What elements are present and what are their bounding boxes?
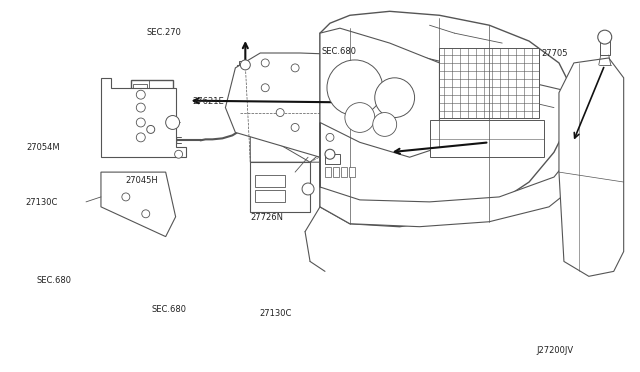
Bar [341, 167, 347, 177]
Text: SEC.680: SEC.680 [322, 47, 357, 56]
Polygon shape [250, 103, 380, 162]
Polygon shape [320, 122, 574, 227]
Circle shape [147, 125, 155, 134]
Bar [237, 65, 253, 93]
Circle shape [136, 90, 145, 99]
Text: 27045H: 27045H [125, 176, 158, 185]
Circle shape [276, 109, 284, 116]
Circle shape [142, 210, 150, 218]
Circle shape [136, 118, 145, 127]
Polygon shape [559, 58, 623, 276]
Text: SEC.680: SEC.680 [151, 305, 186, 314]
Bar [133, 84, 147, 94]
Bar [325, 154, 340, 164]
Circle shape [175, 150, 182, 158]
Text: 27705: 27705 [541, 49, 568, 58]
Circle shape [122, 193, 130, 201]
Circle shape [241, 60, 250, 70]
Circle shape [366, 99, 374, 107]
Circle shape [166, 116, 180, 129]
Circle shape [345, 103, 375, 132]
Text: 27726N: 27726N [250, 213, 283, 222]
Circle shape [302, 183, 314, 195]
Bar [255, 190, 285, 202]
Circle shape [356, 121, 364, 128]
Circle shape [326, 134, 334, 141]
Bar [325, 167, 331, 177]
Circle shape [136, 103, 145, 112]
Polygon shape [250, 162, 310, 212]
Bar [131, 80, 173, 118]
Circle shape [261, 59, 269, 67]
Polygon shape [320, 11, 574, 227]
Text: SEC.270: SEC.270 [147, 28, 182, 37]
Bar [255, 175, 285, 187]
Circle shape [291, 124, 299, 131]
Text: 27054M: 27054M [27, 143, 61, 152]
Text: SEC.680: SEC.680 [36, 276, 72, 285]
Bar [429, 119, 544, 157]
Circle shape [261, 84, 269, 92]
Bar [440, 48, 539, 118]
Bar [239, 61, 252, 67]
Circle shape [375, 119, 385, 129]
Circle shape [375, 78, 415, 118]
Text: 27130C: 27130C [26, 198, 58, 207]
Text: J27200JV: J27200JV [537, 346, 574, 355]
Polygon shape [320, 28, 440, 157]
Text: 27130C: 27130C [259, 309, 292, 318]
Polygon shape [101, 172, 175, 237]
Circle shape [291, 64, 299, 72]
Bar [333, 167, 339, 177]
Text: 27621E: 27621E [193, 97, 224, 106]
Circle shape [598, 30, 612, 44]
Bar [600, 37, 610, 55]
Bar [378, 131, 386, 144]
Circle shape [327, 60, 383, 116]
Bar [133, 97, 147, 107]
Circle shape [325, 149, 335, 159]
Bar [349, 167, 355, 177]
Polygon shape [101, 78, 186, 157]
Polygon shape [250, 103, 380, 162]
Circle shape [372, 113, 397, 137]
Polygon shape [225, 53, 390, 157]
Circle shape [136, 133, 145, 142]
